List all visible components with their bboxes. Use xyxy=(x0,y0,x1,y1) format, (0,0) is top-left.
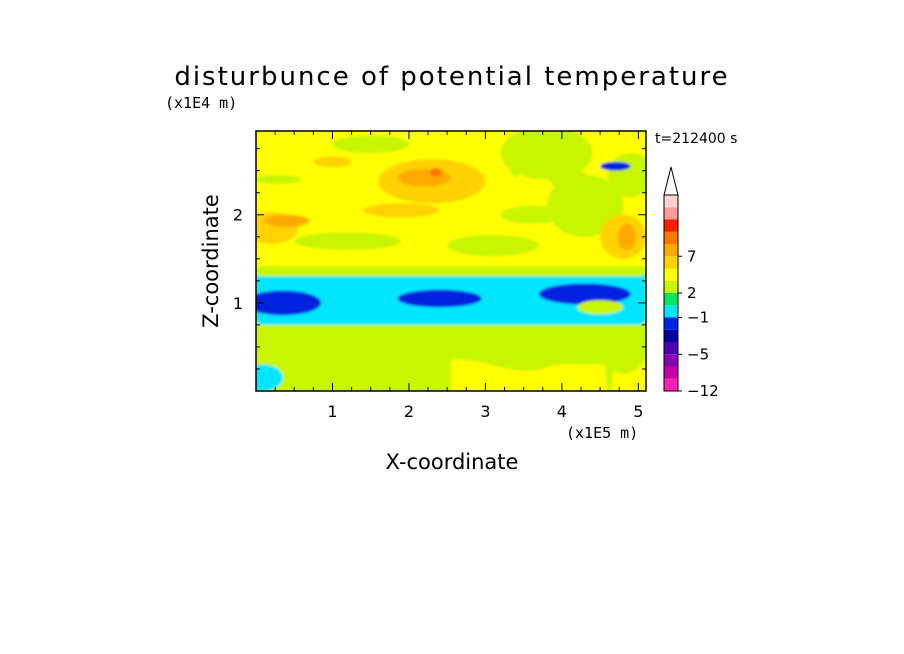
gold-upper-left xyxy=(313,156,352,168)
orange-center-top xyxy=(397,168,451,187)
green-above-blue xyxy=(256,265,646,277)
colorbar-swatch xyxy=(664,207,678,220)
colorbar-swatch xyxy=(664,231,678,244)
colorbar-swatch xyxy=(664,268,678,281)
y-tick-label: 2 xyxy=(233,206,243,225)
green-top-right xyxy=(500,131,593,180)
gold-mid xyxy=(363,203,440,218)
cyan-lobe-mid xyxy=(386,329,463,356)
cyan-far-right xyxy=(607,153,646,198)
x-tick-label: 5 xyxy=(633,402,643,421)
dark-orange-spot xyxy=(429,168,442,177)
colorbar-label: 2 xyxy=(687,284,697,302)
colorbar-swatch xyxy=(664,354,678,367)
green-upper-left xyxy=(256,175,302,184)
cyan-patch-right xyxy=(577,300,624,315)
plot-frame xyxy=(255,130,647,392)
y-axis-unit: (x1E4 m) xyxy=(165,94,237,112)
contour-field xyxy=(256,131,646,391)
x-axis-unit: (x1E5 m) xyxy=(566,424,638,442)
green-right-mass xyxy=(546,175,624,237)
x-axis-label: X-coordinate xyxy=(386,450,519,474)
chart-title: disturbunce of potential temperature xyxy=(174,62,729,92)
colorbar-extend-arrow xyxy=(663,166,679,196)
deep-blue-mid xyxy=(397,289,482,308)
blue-bottom-left xyxy=(256,364,283,391)
colorbar-swatch xyxy=(664,244,678,257)
green-lobe-right xyxy=(454,324,562,361)
axis-ticks: 1 2 3 4 5 1 2 xyxy=(233,131,646,421)
blue-far-right xyxy=(600,161,631,171)
deep-blue-right xyxy=(538,283,631,305)
green-streak-3 xyxy=(500,205,562,224)
x-tick-label: 4 xyxy=(557,402,567,421)
colorbar-swatch xyxy=(664,329,678,342)
yellow-bottom-right xyxy=(451,351,646,391)
colorbar-swatch xyxy=(664,256,678,269)
colorbar-swatch xyxy=(664,219,678,232)
orange-left xyxy=(263,214,310,228)
y-tick-label: 1 xyxy=(233,294,243,313)
cyan-bottom-strip xyxy=(256,376,486,391)
x-tick-label: 1 xyxy=(327,402,337,421)
cyan-spike xyxy=(605,316,614,391)
colorbar-label: −1 xyxy=(687,309,709,327)
colorbar-swatch xyxy=(664,378,678,391)
colorbar-swatch xyxy=(664,366,678,379)
colorbar-swatch xyxy=(664,293,678,306)
colorbar-swatch xyxy=(664,342,678,355)
time-label: t=212400 s xyxy=(655,131,737,147)
colorbar-label: −12 xyxy=(687,382,719,400)
green-top xyxy=(332,135,409,154)
colorbar-swatch xyxy=(664,195,678,208)
x-tick-label: 3 xyxy=(480,402,490,421)
x-tick-label: 2 xyxy=(404,402,414,421)
green-streak-1 xyxy=(294,232,402,250)
y-axis-label: Z-coordinate xyxy=(199,194,223,328)
colorbar: −12−5−127 xyxy=(663,166,719,400)
colorbar-swatch xyxy=(664,317,678,330)
colorbar-swatch xyxy=(664,305,678,318)
colorbar-label: −5 xyxy=(687,345,709,363)
green-streak-2 xyxy=(447,235,539,257)
colorbar-label: 7 xyxy=(687,247,697,265)
orange-right xyxy=(617,223,637,250)
cyan-lobe-left xyxy=(256,326,402,359)
deep-blue-left xyxy=(256,290,321,316)
cyan-top-spot xyxy=(509,155,523,177)
colorbar-swatch xyxy=(664,280,678,293)
